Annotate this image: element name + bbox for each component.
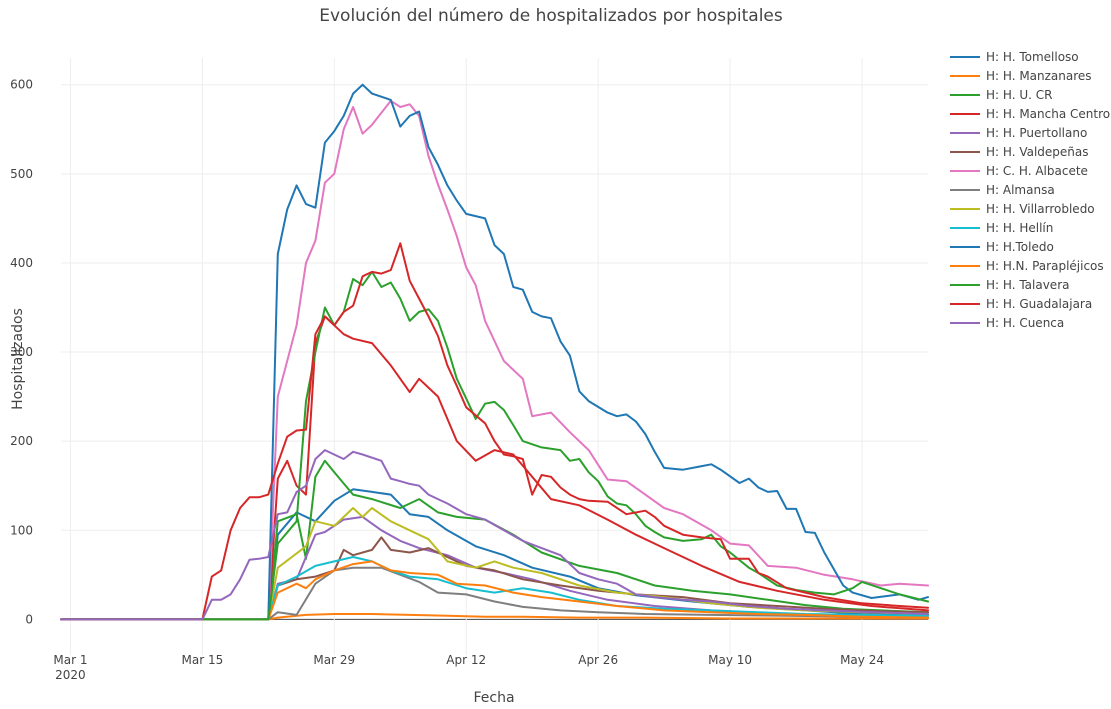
series-line-12 <box>60 560 929 621</box>
x-tick-label: Apr 12 <box>446 653 486 667</box>
legend-label: H: H.N. Parapléjicos <box>986 259 1104 273</box>
legend-label: H: H. Valdepeñas <box>986 145 1089 159</box>
x-tick-label: May 24 <box>840 653 884 667</box>
legend-item[interactable]: H: H. Valdepeñas <box>950 145 1089 159</box>
series-line-2 <box>60 613 929 621</box>
x-tick-label: May 10 <box>708 653 752 667</box>
y-tick-label: 500 <box>10 167 33 181</box>
legend-label: H: H. Hellín <box>986 221 1053 235</box>
y-tick-label: 100 <box>10 523 33 537</box>
legend-item[interactable]: H: Almansa <box>950 183 1055 197</box>
chart-title: Evolución del número de hospitalizados p… <box>319 6 783 26</box>
legend-item[interactable]: H: H. Manzanares <box>950 69 1092 83</box>
grid <box>61 58 928 655</box>
x-tick-label: Mar 1 <box>53 653 87 667</box>
y-tick-label: 200 <box>10 434 33 448</box>
x-axis-title: Fecha <box>473 690 514 706</box>
legend-item[interactable]: H: H. Talavera <box>950 278 1069 292</box>
legend-label: H: H. Guadalajara <box>986 297 1092 311</box>
series-line-5 <box>60 515 929 621</box>
legend-label: H: H. Cuenca <box>986 316 1064 330</box>
series-line-3 <box>60 459 929 621</box>
legend-item[interactable]: H: H. Mancha Centro <box>950 107 1110 121</box>
legend-item[interactable]: H: H. Hellín <box>950 221 1053 235</box>
legend-label: H: Almansa <box>986 183 1055 197</box>
series-line-10 <box>60 556 929 621</box>
y-tick-label: 400 <box>10 256 33 270</box>
legend-item[interactable]: H: H. Villarrobledo <box>950 202 1095 216</box>
series-line-7 <box>60 99 929 621</box>
legend-item[interactable]: H: H. Puertollano <box>950 126 1087 140</box>
y-tick-label: 300 <box>10 345 33 359</box>
series-line-9 <box>60 507 929 621</box>
x-tick-sublabel: 2020 <box>55 668 86 682</box>
legend-item[interactable]: H: H. Guadalajara <box>950 297 1092 311</box>
x-tick-label: Apr 26 <box>578 653 618 667</box>
y-tick-label: 0 <box>25 612 33 626</box>
series-line-4 <box>60 315 929 621</box>
legend-item[interactable]: H: C. H. Albacete <box>950 164 1088 178</box>
legend-label: H: H. Puertollano <box>986 126 1087 140</box>
x-tick-label: Mar 15 <box>181 653 223 667</box>
legend-label: H: H.Toledo <box>986 240 1054 254</box>
legend-item[interactable]: H: H. Tomelloso <box>950 50 1079 64</box>
legend-label: H: H. Tomelloso <box>986 50 1079 64</box>
series-line-13 <box>60 270 929 621</box>
legend-label: H: H. Villarrobledo <box>986 202 1095 216</box>
legend-item[interactable]: H: H. Cuenca <box>950 316 1064 330</box>
legend-item[interactable]: H: H.Toledo <box>950 240 1054 254</box>
legend-label: H: H. Manzanares <box>986 69 1092 83</box>
legend-label: H: H. U. CR <box>986 88 1052 102</box>
series-line-14 <box>60 242 929 621</box>
legend-label: H: H. Talavera <box>986 278 1069 292</box>
legend-label: H: H. Mancha Centro <box>986 107 1110 121</box>
series-layer <box>60 83 929 621</box>
series-line-15 <box>60 449 929 621</box>
legend[interactable]: H: H. Tomelloso H: H. Manzanares H: H. U. … <box>950 50 1110 330</box>
legend-label: H: C. H. Albacete <box>986 164 1088 178</box>
y-axis-title: Hospitalizados <box>10 308 26 410</box>
legend-item[interactable]: H: H. U. CR <box>950 88 1052 102</box>
series-line-11 <box>60 83 929 621</box>
legend-item[interactable]: H: H.N. Parapléjicos <box>950 259 1104 273</box>
series-line-8 <box>60 566 929 621</box>
y-tick-label: 600 <box>10 78 33 92</box>
x-tick-label: Mar 29 <box>313 653 355 667</box>
